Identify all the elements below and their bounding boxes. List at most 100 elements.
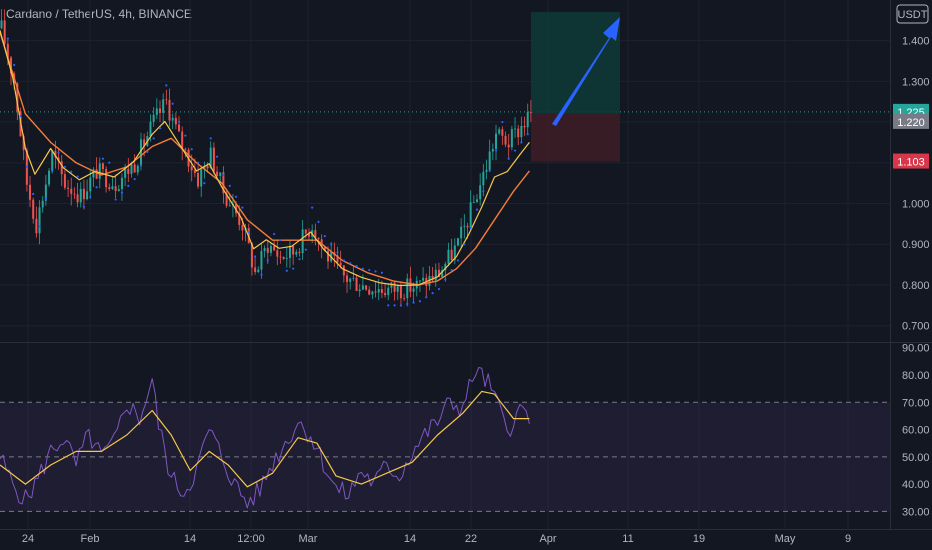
psar-dot [203, 182, 206, 185]
rsi-tick-label: 90.00 [902, 343, 930, 355]
candle-body [507, 144, 510, 148]
candle-body [403, 298, 406, 299]
candle-body [396, 286, 399, 292]
symbol-name[interactable]: Cardano / TetherUS [6, 7, 112, 21]
candle-body [491, 149, 494, 152]
candle-body [365, 285, 368, 290]
candle-body [159, 108, 161, 113]
candle-body [472, 202, 475, 203]
candle-body [155, 108, 158, 115]
price-tick-label: 1.300 [902, 76, 930, 88]
psar-dot [425, 296, 428, 299]
psar-dot [95, 186, 98, 189]
psar-dot [247, 230, 250, 234]
rsi-tick-label: 70.00 [902, 397, 930, 409]
time-axis[interactable]: 24 Feb 14 12:00 Mar 14 22 Apr 11 19 May 9 [22, 533, 851, 545]
price-axis[interactable]: 1.400 1.300 1.000 0.900 0.800 0.700 90.00 80.00… [902, 36, 930, 519]
entry-price-badge-bg [893, 113, 929, 129]
candle-body [393, 282, 396, 292]
psar-dot [260, 273, 263, 276]
candle-body [276, 250, 279, 257]
candle-body [460, 226, 463, 239]
candle-body [466, 225, 469, 228]
candle-body [295, 251, 298, 255]
candle-body [101, 163, 104, 170]
candle-body [450, 249, 453, 261]
candle-body [181, 131, 184, 149]
candle-body [190, 166, 193, 171]
psar-dot [311, 206, 314, 209]
currency-button[interactable]: USDT [896, 4, 929, 24]
price-tick-label: 1.400 [902, 36, 930, 48]
time-tick-label: 24 [22, 533, 34, 545]
target-arrow[interactable] [552, 17, 620, 126]
psar-dot [374, 270, 377, 273]
candle-body [387, 287, 390, 296]
candle-body [441, 270, 444, 277]
candle-body [165, 99, 168, 101]
candle-body [317, 237, 320, 240]
candle-body [178, 124, 181, 132]
psar-dot [501, 120, 504, 124]
candle-body [495, 133, 498, 150]
candle-body [352, 277, 355, 279]
psar-dot [158, 127, 162, 130]
candle-body [238, 213, 241, 225]
candle-body [86, 191, 89, 200]
psar-dot [108, 161, 111, 164]
candle-body [136, 165, 139, 173]
psar-dot [222, 173, 225, 177]
rsi-line [0, 367, 530, 509]
psar-dot [387, 304, 390, 307]
candle-body [76, 194, 79, 203]
candle-body [98, 163, 101, 179]
psar-dot [520, 141, 523, 144]
candle-body [422, 277, 425, 281]
psar-dot [361, 267, 364, 270]
psar-dot [6, 37, 9, 40]
time-tick-label: 12:00 [237, 533, 265, 545]
candle-body [269, 246, 272, 253]
candle-body [219, 172, 222, 176]
candle-body [92, 169, 95, 178]
candle-body [263, 248, 266, 251]
candle-body [114, 186, 117, 191]
time-tick-label: Feb [81, 533, 100, 545]
psar-dot [368, 268, 371, 272]
candle-body [339, 262, 342, 266]
candle-body [358, 289, 361, 291]
candle-body [174, 117, 177, 125]
psar-dot [456, 259, 460, 262]
psar-dot [89, 195, 92, 199]
candle-body [349, 278, 352, 282]
psar-dot [101, 157, 105, 160]
candle-body [54, 150, 57, 158]
rsi-ma-path [0, 390, 530, 488]
candle-body [418, 280, 421, 282]
psar-dot [70, 170, 73, 173]
candle-body [327, 250, 330, 262]
candle-body [520, 125, 523, 138]
candle-body [228, 205, 231, 207]
candle-body [320, 239, 323, 247]
long-position-tool[interactable] [531, 12, 620, 162]
candle-body [323, 246, 326, 251]
candle-body [95, 169, 98, 179]
parabolic-sar-dots [6, 37, 529, 307]
candle-body [48, 170, 51, 185]
candle-body [73, 193, 76, 195]
psar-dot [463, 243, 466, 246]
candle-body [32, 199, 35, 219]
interval-label[interactable]: 4h [118, 7, 132, 21]
candle-body [431, 275, 434, 281]
candle-body [82, 188, 85, 200]
psar-dot [215, 155, 219, 158]
candle-body [120, 177, 123, 190]
psar-dot [507, 157, 510, 160]
candle-body [216, 171, 219, 176]
psar-dot [82, 205, 86, 208]
candle-body [143, 139, 146, 146]
candle-body [504, 135, 507, 145]
psar-dot [146, 150, 149, 154]
